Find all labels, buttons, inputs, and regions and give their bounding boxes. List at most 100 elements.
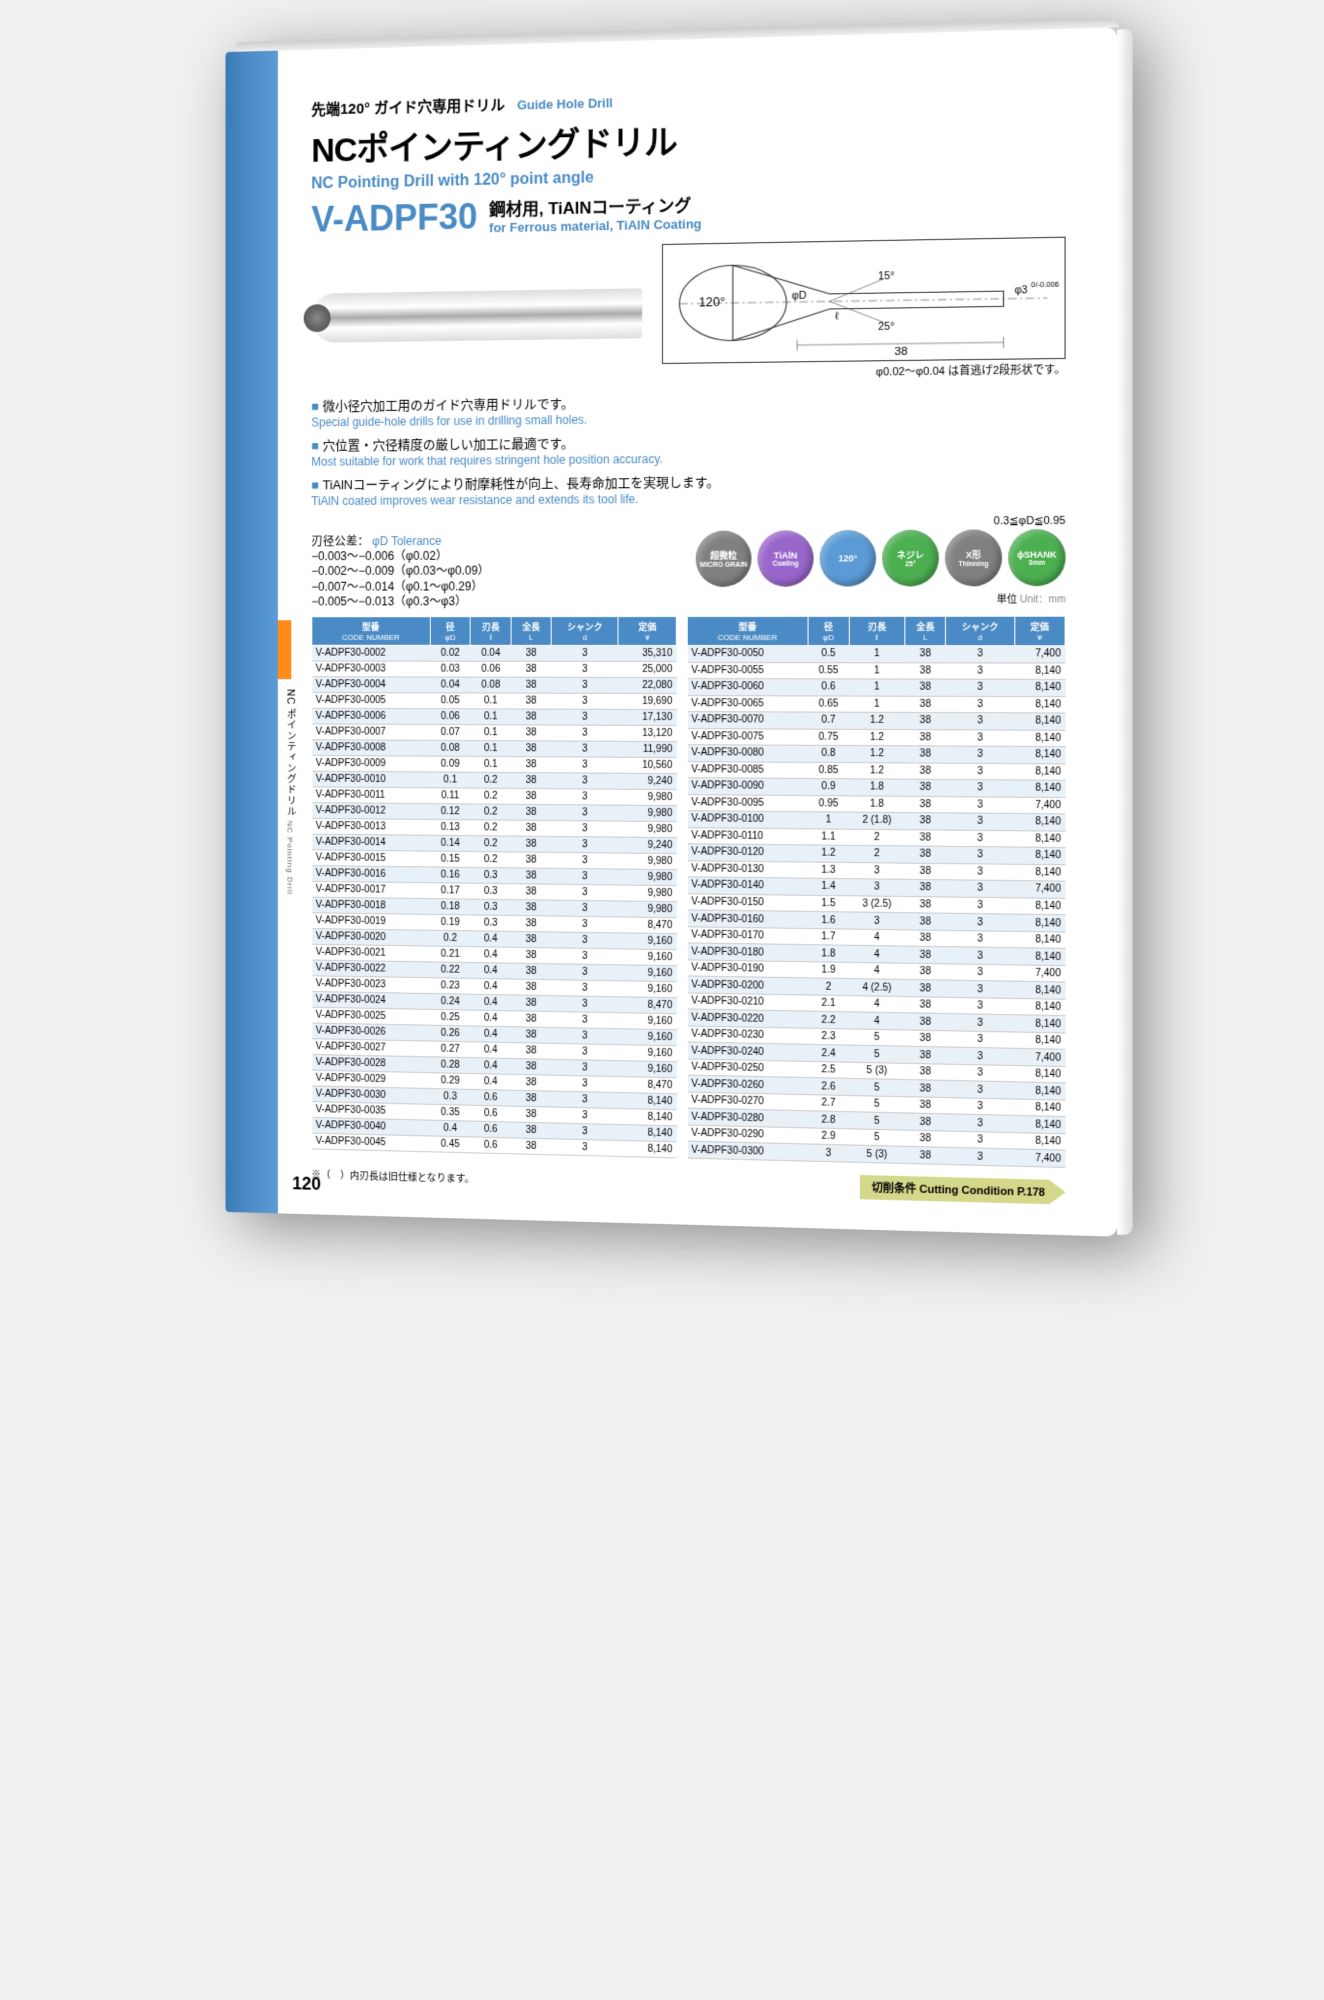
table-cell: 38 [905,913,946,930]
table-cell: V-ADPF30-0200 [687,976,808,995]
table-cell: 4 (2.5) [849,979,905,997]
table-cell: 3 [946,1131,1015,1149]
table-cell: 3 [551,789,618,805]
table-cell: 0.4 [430,1120,470,1137]
table-cell: 0.6 [471,1105,512,1122]
table-cell: 8,140 [1014,948,1065,966]
table-cell: 0.08 [471,677,512,693]
table-cell: 0.3 [471,915,512,931]
table-cell: 9,980 [618,821,676,838]
table-cell: V-ADPF30-0070 [687,712,808,729]
table-cell: 1.2 [849,746,905,763]
spec-badge: ϕSHANK3mm [1008,529,1065,586]
table-cell: 38 [511,1074,551,1091]
table-cell: 5 (3) [849,1062,905,1080]
table-cell: 0.5 [808,646,849,663]
table-row: V-ADPF30-00500.513837,400 [687,646,1065,663]
cutting-condition-tag: 切削条件 Cutting Condition P.178 [860,1175,1066,1205]
feature-en: Most suitable for work that requires str… [311,452,662,469]
svg-text:120°: 120° [699,295,725,310]
badge-bottom: 25° [905,561,916,568]
column-header: 全長L [511,617,551,646]
table-cell: 3 [551,868,618,885]
table-cell: 8,140 [1014,1116,1065,1134]
table-cell: 3 [946,796,1015,813]
table-cell: V-ADPF30-0045 [312,1133,430,1152]
table-cell: 3 [946,1014,1015,1032]
badge-top: ネジレ [897,548,924,561]
table-cell: 9,240 [618,837,676,854]
table-cell: 3 [551,996,618,1013]
table-cell: 7,400 [1014,1049,1065,1067]
table-cell: 0.26 [430,1025,470,1042]
table-cell: 0.1 [471,709,512,725]
table-cell: 38 [511,979,551,996]
table-cell: 8,140 [1014,1065,1065,1083]
table-cell: 38 [905,813,946,830]
table-cell: 38 [511,1043,551,1060]
table-cell: 0.4 [471,1026,512,1043]
side-label-en: NC Pointing Drill [286,821,295,895]
table-cell: V-ADPF30-0006 [312,708,430,724]
table-cell: 0.3 [471,867,512,883]
table-cell: 3 [849,912,905,929]
table-cell: 3 [551,725,618,741]
table-cell: 3 [946,830,1015,847]
table-cell: 0.1 [471,725,512,741]
table-cell: 38 [511,915,551,931]
table-cell: 0.18 [430,899,470,915]
product-photo [311,288,642,343]
column-header: シャンクd [551,617,618,646]
table-cell: 3 [551,1075,618,1092]
column-header: シャンクd [946,616,1015,645]
table-cell: 3 [551,948,618,965]
material-en: for Ferrous material, TiAlN Coating [489,216,701,235]
table-cell: V-ADPF30-0065 [687,695,808,712]
table-cell: 0.4 [471,931,512,947]
svg-text:φ3: φ3 [1015,284,1028,297]
table-cell: V-ADPF30-0015 [312,850,430,867]
table-cell: 0.09 [430,756,470,772]
table-cell: 9,160 [618,981,676,998]
table-cell: 38 [905,1147,946,1165]
table-cell: 3 [946,997,1015,1015]
table-cell: V-ADPF30-0017 [312,881,430,898]
table-cell: 0.65 [808,695,849,712]
spec-tables: 型番CODE NUMBER径φD刃長ℓ全長Lシャンクd定価¥ V-ADPF30-… [311,616,1065,1168]
table-cell: 0.03 [430,661,470,677]
tolerance-row: −0.002〜−0.009（φ0.03〜φ0.09） [311,564,489,580]
table-cell: V-ADPF30-0055 [687,662,808,679]
svg-text:38: 38 [894,344,907,358]
table-cell: 3 [946,847,1015,864]
table-cell: 0.9 [808,779,849,796]
table-cell: 0.1 [430,772,470,788]
table-cell: V-ADPF30-0060 [687,679,808,696]
table-cell: 0.4 [471,978,512,995]
table-cell: V-ADPF30-0004 [312,677,430,693]
table-cell: 38 [905,779,946,796]
table-cell: 3 [946,930,1015,948]
table-cell: 38 [905,763,946,780]
table-cell: 7,400 [1014,797,1065,814]
table-cell: 5 [849,1112,905,1130]
svg-text:φD: φD [792,289,807,301]
table-cell: 1.2 [849,712,905,729]
table-cell: 3 [551,805,618,822]
table-cell: 0.4 [471,963,512,980]
catalog-page: NC ポインティングドリル NC Pointing Drill 先端120° ガ… [225,27,1117,1236]
table-cell: 7,400 [1014,965,1065,983]
table-cell: 3 [551,709,618,725]
table-cell: 1.8 [849,779,905,796]
table-cell: 3 [551,693,618,709]
table-cell: 38 [905,712,946,729]
badge-top: 120° [838,553,857,563]
table-cell: 0.75 [808,729,849,746]
badge-top: TiAlN [774,550,797,560]
feature-jp: 穴位置・穴径精度の厳しい加工に最適です。 [323,436,574,453]
table-cell: 38 [511,868,551,884]
table-cell: 0.2 [471,852,512,868]
table-cell: 35,310 [618,645,676,661]
table-cell: 8,140 [1014,814,1065,831]
table-cell: 5 (3) [849,1145,905,1163]
footnote: ※（ ）内刃長は旧仕様となります。 [311,1166,474,1185]
